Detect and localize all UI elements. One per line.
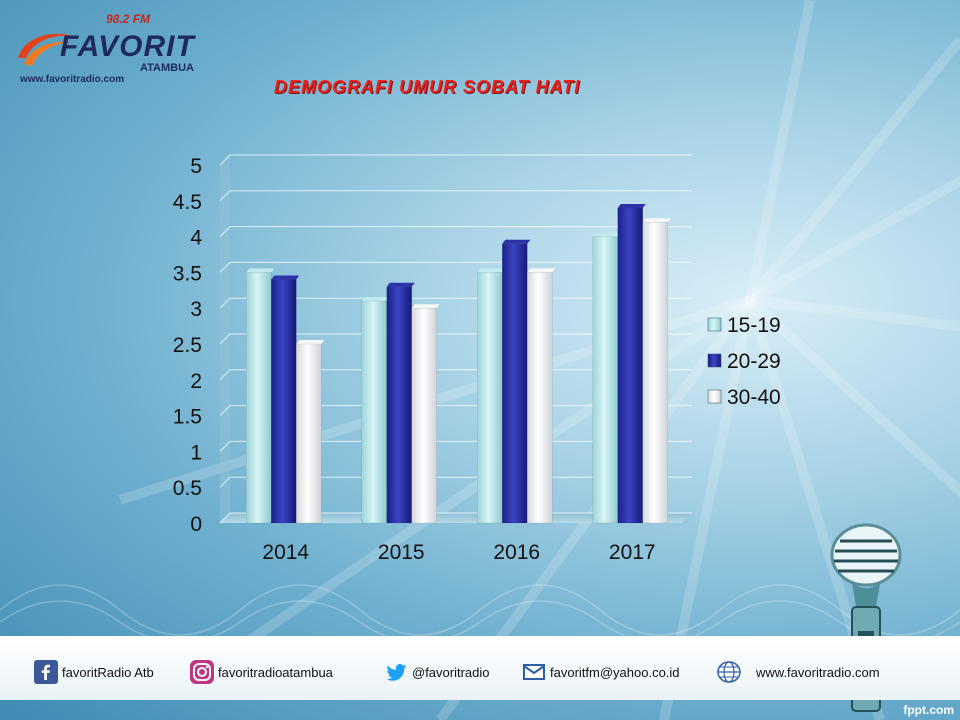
bar-15-19-2017	[592, 232, 621, 524]
y-tick-label: 3	[190, 298, 202, 321]
footer-website-label: www.favoritradio.com	[756, 664, 880, 680]
legend-swatch	[707, 317, 722, 332]
bar	[502, 243, 528, 524]
footer-bar: favoritRadio Atb favoritradioatambua @fa…	[0, 636, 960, 700]
y-tick-label: 4	[190, 227, 202, 250]
facebook-icon	[34, 660, 58, 684]
bar-15-19-2015	[361, 297, 390, 524]
bar	[271, 279, 297, 524]
gridline	[219, 190, 692, 202]
y-tick-label: 1	[190, 441, 202, 464]
bar-20-29-2016	[502, 239, 531, 524]
bar	[386, 286, 412, 524]
y-tick-label: 0.5	[173, 477, 202, 500]
bar	[411, 307, 437, 524]
legend-swatch	[707, 389, 722, 404]
bar	[592, 236, 618, 524]
x-category-label: 2015	[378, 541, 425, 564]
bar-top	[386, 282, 415, 287]
bar-30-40-2014	[296, 340, 325, 524]
logo-swoosh-icon	[18, 33, 72, 66]
bar-top	[246, 268, 275, 273]
bar	[617, 207, 643, 524]
y-tick-label: 2.5	[173, 334, 202, 357]
x-category-label: 2016	[493, 541, 540, 564]
bar-top	[502, 239, 531, 244]
footer-twitter-label: @favoritradio	[412, 664, 490, 680]
y-tick-label: 1.5	[173, 406, 202, 429]
bar	[296, 343, 322, 524]
legend-label: 30-40	[727, 386, 781, 409]
logo-frequency: 98.2 FM	[106, 12, 151, 26]
x-category-label: 2014	[262, 541, 309, 564]
bar	[477, 272, 503, 524]
legend-swatch	[707, 353, 722, 368]
bar-top	[527, 268, 556, 273]
y-tick-label: 5	[190, 155, 202, 178]
bar-top	[642, 218, 671, 223]
bar	[642, 222, 668, 524]
credit-text: fppt.com	[903, 703, 954, 717]
logo-name: FAVORIT	[60, 30, 195, 63]
gridline	[219, 154, 692, 166]
x-category-label: 2017	[609, 541, 656, 564]
y-tick-label: 3.5	[173, 262, 202, 285]
station-logo: 98.2 FM FAVORIT ATAMBUA www.favoritradio…	[14, 8, 195, 85]
bar	[361, 300, 387, 524]
gridline	[219, 261, 692, 273]
footer-email[interactable]: favoritfm@yahoo.co.id	[522, 658, 680, 686]
bar-top	[411, 304, 440, 309]
instagram-icon	[190, 660, 214, 684]
bar-top	[361, 297, 390, 302]
bar-30-40-2017	[642, 218, 671, 524]
bar-15-19-2016	[477, 268, 506, 524]
bar-top	[477, 268, 506, 273]
logo-city: ATAMBUA	[140, 62, 194, 74]
bar-top	[592, 232, 621, 237]
bar	[246, 272, 272, 524]
bar-20-29-2015	[386, 282, 415, 524]
gridline	[219, 226, 692, 237]
footer-email-label: favoritfm@yahoo.co.id	[550, 664, 680, 680]
y-tick-label: 0	[190, 513, 202, 536]
globe-icon	[717, 661, 741, 683]
footer-instagram[interactable]: favoritradioatambua	[190, 658, 333, 686]
footer-instagram-label: favoritradioatambua	[218, 664, 333, 680]
mail-icon	[523, 664, 545, 680]
bar	[527, 272, 553, 524]
bar-top	[617, 203, 646, 208]
bar-30-40-2016	[527, 268, 556, 524]
logo-site: www.favoritradio.com	[20, 74, 125, 85]
bar-15-19-2014	[246, 268, 275, 524]
bar-20-29-2014	[271, 275, 300, 524]
legend-label: 20-29	[727, 350, 781, 373]
bar-chart: 0 0.5 1 1.5 2 2.5 3 3.5 4 4.5 5 2014 2015 2016 2017 1…	[173, 154, 781, 564]
y-tick-label: 4.5	[173, 191, 202, 214]
bar-20-29-2017	[617, 203, 646, 524]
bar-top	[271, 275, 300, 280]
footer-website[interactable]: www.favoritradio.com	[712, 658, 880, 686]
y-tick-label: 2	[190, 370, 202, 393]
chart-floor	[220, 513, 692, 523]
footer-facebook-label: favoritRadio Atb	[62, 664, 154, 680]
footer-facebook[interactable]: favoritRadio Atb	[34, 658, 154, 686]
twitter-icon	[386, 664, 406, 681]
bar-30-40-2015	[411, 304, 440, 524]
page-title: DEMOGRAFI UMUR SOBAT HATI	[274, 77, 581, 97]
bar-top	[296, 340, 325, 344]
footer-twitter[interactable]: @favoritradio	[384, 658, 490, 686]
legend-label: 15-19	[727, 314, 781, 337]
